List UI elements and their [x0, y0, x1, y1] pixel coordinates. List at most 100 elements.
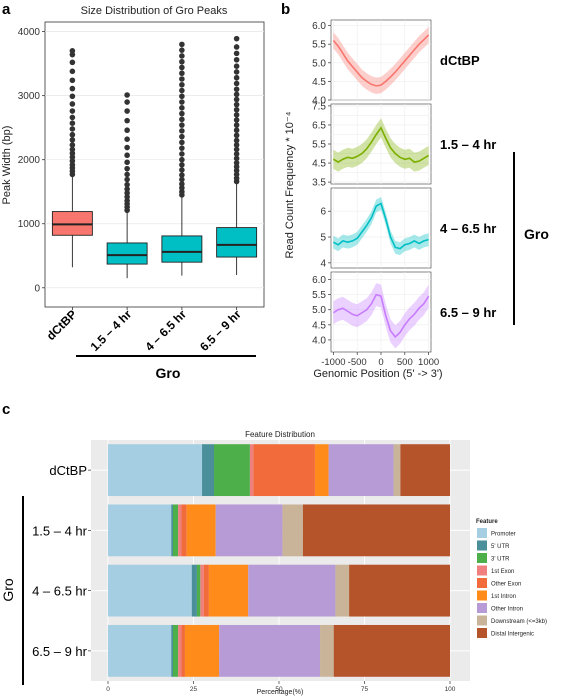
stacked-segment	[181, 504, 187, 557]
boxplot-outlier	[233, 101, 240, 108]
stacked-segment	[203, 564, 209, 617]
boxplot-outlier	[179, 64, 185, 71]
boxplot-outlier	[69, 158, 76, 164]
profile-y-tick-label: 4.5	[312, 77, 326, 88]
boxplot-x-tick-label: 4 – 6.5 hr	[142, 307, 189, 354]
stacked-segment	[215, 504, 283, 557]
boxplot-outlier	[233, 56, 240, 63]
legend-label: Other Intron	[491, 607, 523, 613]
legend-label: 3' UTR	[491, 557, 510, 563]
legend-title: Feature	[476, 519, 498, 525]
stacked-segment	[249, 444, 254, 497]
profile-y-axis-label: Read Count Frequency * 10⁻⁴	[284, 111, 296, 258]
stacked-gro-label: Gro	[0, 578, 16, 602]
boxplot-outlier	[233, 91, 240, 98]
boxplot-outlier	[179, 128, 185, 134]
profile-x-tick-label: 0	[378, 357, 383, 368]
profile-x-tick-label: -500	[348, 357, 367, 368]
boxplot-outlier	[179, 122, 185, 128]
stacked-segment	[282, 504, 303, 557]
boxplot-outlier	[69, 101, 76, 107]
legend-swatch	[477, 615, 487, 626]
legend-label: 1st Exon	[491, 569, 514, 575]
boxplot-outlier	[124, 194, 130, 200]
boxplot-outlier	[179, 156, 185, 163]
profile-y-tick-label: 6	[320, 207, 326, 218]
boxplot-outlier	[124, 181, 130, 188]
legend-swatch	[477, 553, 487, 563]
stacked-y-tick-label: 1.5 – 4 hr	[32, 523, 88, 538]
boxplot-y-tick-label: 0	[34, 283, 40, 294]
boxplot-outlier	[124, 117, 130, 124]
boxplot-outlier	[124, 197, 130, 204]
boxplot-outlier	[124, 136, 130, 143]
boxplot-outlier	[233, 142, 240, 148]
boxplot-x-tick-label: 6.5 – 9 hr	[197, 307, 244, 354]
boxplot-outlier	[233, 163, 240, 170]
stacked-segment	[219, 624, 321, 677]
profile-y-tick-label: 5.5	[312, 40, 326, 51]
stacked-segment	[248, 564, 336, 617]
stacked-segment	[172, 504, 179, 557]
profile-y-tick-label: 5.5	[312, 140, 326, 151]
boxplot-boxes	[51, 35, 258, 279]
stacked-segment	[400, 444, 450, 497]
boxplot-outlier	[233, 117, 240, 123]
legend-label: Distal Intergenic	[491, 632, 534, 638]
stacked-segment	[186, 504, 216, 557]
boxplot-outlier	[233, 160, 240, 166]
boxplot-outlier	[233, 155, 240, 162]
legend-swatch	[477, 590, 487, 601]
stacked-segment	[253, 444, 315, 497]
stacked-segment	[108, 624, 172, 677]
boxplot-box	[161, 235, 203, 263]
stacked-segment	[314, 444, 329, 497]
boxplot-outlier	[179, 139, 185, 146]
boxplot-outlier	[179, 99, 185, 105]
profile-facets: 4.0 4.5 5.0 5.5 6.0 dCtBP 3.5 4.5 5.5 6.5 7.5 1.5 –…	[312, 19, 496, 353]
legend-swatch	[477, 565, 487, 576]
profile-series-label: 1.5 – 4 hr	[440, 137, 496, 152]
profile-series-label: 4 – 6.5 hr	[440, 221, 496, 236]
stacked-y-ticks: dCtBP 1.5 – 4 hr 4 – 6.5 hr 6.5 – 9 hr	[32, 463, 91, 659]
boxplot-outlier	[179, 116, 185, 123]
boxplot-outlier	[233, 137, 240, 144]
legend-label: Downstream (<=3kb)	[491, 619, 547, 625]
profile-x-tick-label: 500	[397, 357, 413, 368]
boxplot-outlier	[179, 76, 185, 82]
profile-ribbon	[333, 283, 429, 349]
boxplot-outlier	[179, 81, 185, 88]
legend-swatch	[477, 603, 487, 613]
legend-label: Promoter	[491, 532, 516, 538]
stacked-segment	[349, 564, 450, 617]
profile-ribbon	[333, 197, 429, 256]
stacked-segment	[302, 504, 450, 557]
profile-y-tick-label: 5	[320, 233, 326, 244]
boxplot-outlier	[179, 41, 185, 48]
stacked-segment	[214, 444, 250, 497]
profile-ribbon	[333, 26, 429, 95]
legend-label: Other Exon	[491, 582, 521, 588]
boxplot-outlier	[124, 144, 130, 151]
profile-x-ticks: -1000 -500 0 500 1000	[321, 352, 439, 368]
boxplot-gro-label: Gro	[156, 365, 181, 381]
stacked-segment	[196, 564, 201, 617]
profile-y-tick-label: 6.0	[312, 275, 326, 286]
profile-y-tick-label: 3.5	[312, 178, 326, 189]
boxplot-outlier	[233, 127, 240, 134]
boxplot-outlier	[233, 112, 240, 118]
boxplot-outlier	[233, 132, 240, 139]
stacked-segment	[208, 564, 249, 617]
legend-swatch	[477, 528, 487, 538]
profile-y-tick-label: 4.5	[312, 159, 326, 170]
boxplot-x-tick-label: dCtBP	[44, 307, 80, 343]
profile-y-tick-label: 5.0	[312, 58, 326, 69]
boxplot-outlier	[179, 105, 185, 111]
stacked-segment	[171, 624, 173, 677]
profile-line	[332, 34, 430, 87]
profile-x-axis-label: Genomic Position (5' -> 3')	[313, 368, 442, 380]
stacked-segment	[191, 564, 197, 617]
profile-line	[332, 293, 430, 339]
panel-a-label: a	[2, 1, 11, 18]
stacked-segment	[108, 444, 203, 497]
